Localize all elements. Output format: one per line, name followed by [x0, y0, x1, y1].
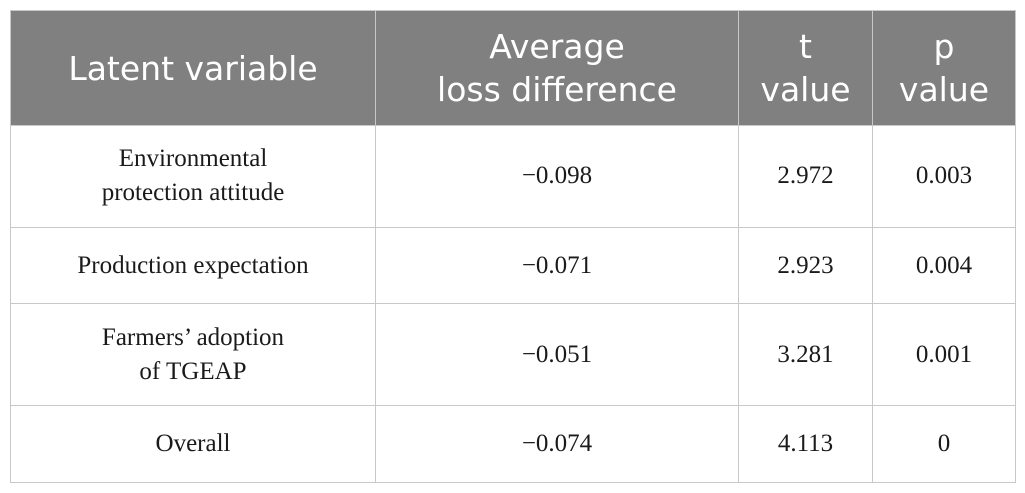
results-table: Latent variable Average loss difference … [10, 10, 1016, 483]
cell-avg-loss-diff: −0.071 [375, 226, 739, 305]
variable-line-1: Farmers’ adoption [101, 323, 285, 351]
variable-line-1: Production expectation [77, 251, 309, 279]
variable-line-2: protection attitude [101, 179, 285, 207]
cell-avg-loss-diff: −0.051 [375, 303, 739, 407]
cell-latent-variable: Production expectation [10, 226, 376, 305]
table-row: Environmental protection attitude −0.098… [10, 125, 1016, 228]
header-row: Latent variable Average loss difference … [10, 10, 1016, 126]
header-average-loss-difference: Average loss difference [375, 10, 739, 126]
header-p-value: p value [872, 10, 1016, 126]
variable-line-1: Overall [155, 430, 231, 458]
table-row: Production expectation −0.071 2.923 0.00… [10, 226, 1016, 305]
cell-t-value: 4.113 [738, 405, 873, 483]
cell-t-value: 3.281 [738, 303, 873, 407]
cell-avg-loss-diff: −0.098 [375, 125, 739, 228]
cell-latent-variable: Overall [10, 405, 376, 483]
cell-p-value: 0.004 [872, 226, 1016, 305]
cell-t-value: 2.923 [738, 226, 873, 305]
header-latent-variable-text: Latent variable [68, 48, 318, 88]
header-p-line-1: p [933, 27, 955, 66]
header-avg-line-2: loss difference [437, 70, 677, 109]
cell-avg-loss-diff: −0.074 [375, 405, 739, 483]
cell-p-value: 0.003 [872, 125, 1016, 228]
table-body: Environmental protection attitude −0.098… [10, 125, 1016, 483]
header-t-line-2: value [760, 70, 851, 109]
table-row: Farmers’ adoption of TGEAP −0.051 3.281 … [10, 303, 1016, 407]
cell-p-value: 0 [872, 405, 1016, 483]
cell-p-value: 0.001 [872, 303, 1016, 407]
table-row: Overall −0.074 4.113 0 [10, 405, 1016, 483]
table-header: Latent variable Average loss difference … [10, 10, 1016, 126]
header-latent-variable: Latent variable [10, 10, 376, 126]
header-t-value: t value [738, 10, 873, 126]
header-avg-line-1: Average [489, 27, 625, 66]
header-p-line-2: value [898, 70, 990, 109]
cell-latent-variable: Farmers’ adoption of TGEAP [10, 303, 376, 407]
cell-latent-variable: Environmental protection attitude [10, 125, 376, 228]
variable-line-2: of TGEAP [139, 357, 247, 385]
variable-line-1: Environmental [118, 145, 268, 173]
header-t-line-1: t [799, 27, 812, 66]
cell-t-value: 2.972 [738, 125, 873, 228]
